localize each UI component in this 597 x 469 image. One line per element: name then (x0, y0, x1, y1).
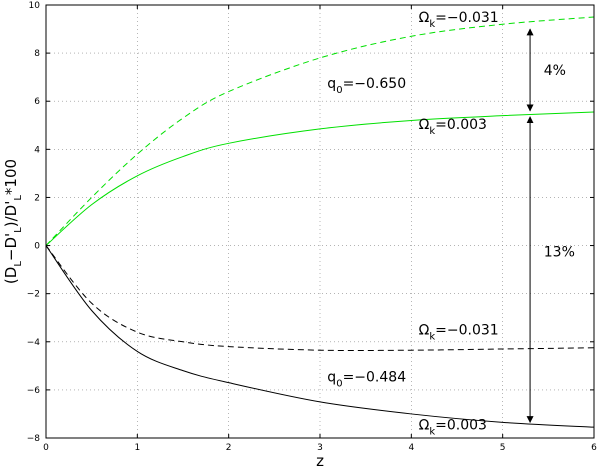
grid (46, 5, 594, 438)
y-tick-label: −6 (27, 386, 41, 396)
x-tick-label: 1 (134, 443, 140, 453)
arrows: 4% 13% (526, 28, 575, 424)
y-tick-label: 6 (34, 97, 40, 107)
x-tick-label: 5 (500, 443, 506, 453)
x-tick-label: 0 (43, 443, 49, 453)
y-tick-label: 2 (34, 193, 40, 203)
y-tick-label: −2 (27, 290, 40, 300)
curve-annotation: Ωk=−0.031 (419, 10, 499, 30)
x-tick-label: 3 (317, 443, 323, 453)
ticks: 0 1 2 3 4 5 6 −8 −6 −4 −2 0 2 4 6 8 10 (27, 1, 597, 453)
curve-annotation: Ωk=0.003 (419, 117, 487, 137)
curve-annotation: Ωk=−0.031 (419, 323, 499, 343)
x-tick-label: 6 (591, 443, 597, 453)
y-tick-label: 8 (34, 49, 40, 59)
y-tick-label: 0 (34, 242, 40, 252)
y-axis-label: (DL−D'L)/D'L*100 (2, 159, 24, 284)
series-line (45, 16, 595, 246)
y-tick-label: 10 (29, 1, 41, 11)
series-group (45, 16, 595, 428)
difference-label: 13% (544, 244, 575, 260)
x-tick-label: 4 (408, 443, 414, 453)
annotations: Ωk=−0.031 q0=−0.650 Ωk=0.003 Ωk=−0.031 q0=−0… (327, 10, 498, 438)
y-tick-label: 4 (34, 145, 40, 155)
difference-label: 4% (544, 63, 566, 79)
curve-annotation: q0=−0.650 (327, 76, 406, 96)
series-line (45, 245, 595, 428)
series-line (45, 245, 595, 352)
curve-annotation: q0=−0.484 (327, 369, 406, 389)
curve-annotation: Ωk=0.003 (419, 418, 487, 438)
x-tick-label: 2 (226, 443, 232, 453)
y-tick-label: −4 (27, 338, 41, 348)
series-line (45, 111, 595, 246)
x-axis-label: z (316, 452, 324, 469)
y-tick-label: −8 (27, 434, 41, 444)
